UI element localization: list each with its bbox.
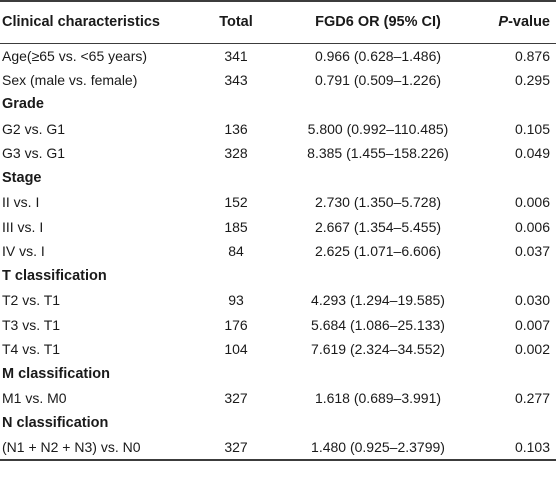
- row-p-value: 0.277: [514, 390, 550, 407]
- header-row: Clinical characteristics Total FGD6 OR (…: [0, 0, 556, 44]
- section-heading: Stage: [2, 169, 42, 186]
- header-or-ci: FGD6 OR (95% CI): [280, 0, 476, 44]
- row-label: Sex (male vs. female): [2, 71, 138, 88]
- clinical-characteristics-table: Clinical characteristics Total FGD6 OR (…: [0, 0, 556, 461]
- row-total: 343: [224, 71, 248, 88]
- row-total: 327: [192, 435, 280, 461]
- row-p-value: 0.006: [514, 218, 550, 235]
- row-or-ci: 1.480 (0.925–2.3799): [280, 435, 476, 461]
- table-row: Age(≥65 vs. <65 years) 341 0.966 (0.628–1.…: [0, 43, 556, 68]
- row-or-ci: 0.791 (0.509–1.226): [314, 71, 442, 88]
- row-or-ci: 1.618 (0.689–3.991): [314, 390, 442, 407]
- header-total: Total: [192, 0, 280, 44]
- row-p-value: 0.002: [514, 341, 550, 358]
- row-or-ci: 7.619 (2.324–34.552): [311, 341, 445, 358]
- row-label: (N1 + N2 + N3) vs. N0: [0, 435, 192, 461]
- row-label: T3 vs. T1: [2, 316, 61, 333]
- row-total: 327: [224, 390, 248, 407]
- row-p-value: 0.295: [514, 71, 550, 88]
- section-heading: Grade: [2, 96, 44, 113]
- row-p-value: 0.103: [476, 435, 556, 461]
- row-total: 176: [224, 316, 248, 333]
- row-or-ci: 2.730 (1.350–5.728): [314, 194, 442, 211]
- row-label: Age(≥65 vs. <65 years): [2, 47, 148, 64]
- row-total: 93: [228, 292, 244, 309]
- row-total: 328: [224, 145, 248, 162]
- row-total: 152: [224, 194, 248, 211]
- row-or-ci: 0.966 (0.628–1.486): [314, 47, 442, 64]
- section-heading: T classification: [2, 267, 107, 284]
- table-row: III vs. I 185 2.667 (1.354–5.455) 0.006: [0, 215, 556, 240]
- table-row: M1 vs. M0 327 1.618 (0.689–3.991) 0.277: [0, 386, 556, 411]
- row-label: G3 vs. G1: [2, 145, 66, 162]
- table-row: Sex (male vs. female) 343 0.791 (0.509–1.2…: [0, 68, 556, 93]
- row-or-ci: 8.385 (1.455–158.226): [307, 145, 449, 162]
- row-label: T2 vs. T1: [2, 292, 61, 309]
- row-label: II vs. I: [2, 194, 40, 211]
- row-p-value: 0.006: [514, 194, 550, 211]
- table-row: T2 vs. T1 93 4.293 (1.294–19.585) 0.030: [0, 288, 556, 313]
- row-or-ci: 2.625 (1.071–6.606): [314, 243, 442, 260]
- section-row: M classification: [0, 362, 556, 387]
- row-p-value: 0.049: [514, 145, 550, 162]
- section-row: T classification: [0, 264, 556, 289]
- table-row: (N1 + N2 + N3) vs. N0 327 1.480 (0.925–2.3…: [0, 435, 556, 461]
- row-label: III vs. I: [2, 218, 44, 235]
- row-label: G2 vs. G1: [2, 120, 66, 137]
- row-or-ci: 5.800 (0.992–110.485): [307, 120, 449, 137]
- table-row: G3 vs. G1 328 8.385 (1.455–158.226) 0.049: [0, 141, 556, 166]
- row-label: IV vs. I: [2, 243, 45, 260]
- table-body: Age(≥65 vs. <65 years) 341 0.966 (0.628–1.…: [0, 43, 556, 461]
- section-row: Stage: [0, 166, 556, 191]
- row-total: 104: [224, 341, 248, 358]
- section-heading: M classification: [2, 365, 110, 382]
- row-or-ci: 5.684 (1.086–25.133): [311, 316, 445, 333]
- table-row: T3 vs. T1 176 5.684 (1.086–25.133) 0.007: [0, 313, 556, 338]
- row-label: M1 vs. M0: [2, 390, 67, 407]
- row-label: T4 vs. T1: [2, 341, 61, 358]
- section-row: Grade: [0, 92, 556, 117]
- table-row: T4 vs. T1 104 7.619 (2.324–34.552) 0.002: [0, 337, 556, 362]
- row-p-value: 0.030: [514, 292, 550, 309]
- row-total: 341: [224, 47, 248, 64]
- section-heading: N classification: [2, 414, 109, 431]
- row-total: 185: [224, 218, 248, 235]
- header-clinical-characteristics: Clinical characteristics: [0, 0, 192, 44]
- row-total: 84: [228, 243, 244, 260]
- row-total: 136: [224, 120, 248, 137]
- header-p-italic: P: [498, 14, 509, 31]
- row-p-value: 0.105: [514, 120, 550, 137]
- row-p-value: 0.876: [514, 47, 550, 64]
- header-p-value: P-value: [476, 0, 556, 44]
- section-row: N classification: [0, 411, 556, 436]
- table-row: II vs. I 152 2.730 (1.350–5.728) 0.006: [0, 190, 556, 215]
- row-p-value: 0.007: [514, 316, 550, 333]
- table-row: IV vs. I 84 2.625 (1.071–6.606) 0.037: [0, 239, 556, 264]
- row-or-ci: 2.667 (1.354–5.455): [314, 218, 442, 235]
- table-row: G2 vs. G1 136 5.800 (0.992–110.485) 0.105: [0, 117, 556, 142]
- row-p-value: 0.037: [514, 243, 550, 260]
- row-or-ci: 4.293 (1.294–19.585): [311, 292, 445, 309]
- header-p-rest: -value: [508, 14, 550, 31]
